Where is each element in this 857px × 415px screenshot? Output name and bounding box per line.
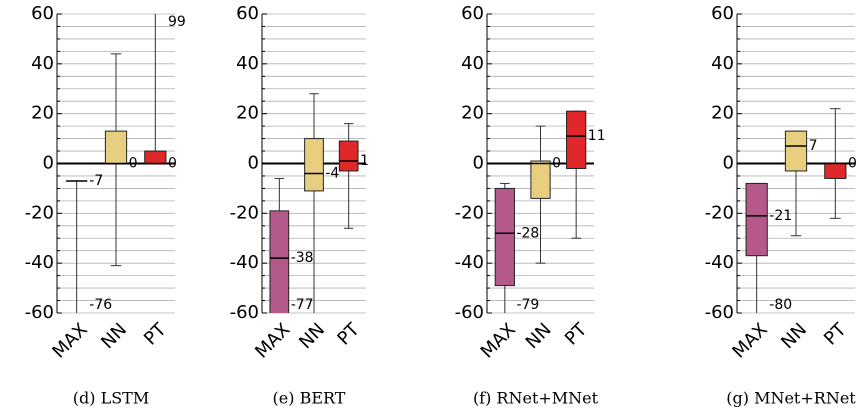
caption: (e) BERT <box>273 389 346 408</box>
value-label: -77 <box>291 297 314 313</box>
y-tick-label: 40 <box>236 53 259 74</box>
value-label: 0 <box>552 156 561 172</box>
plot-area <box>745 108 847 313</box>
panel: -60 -40 -20 0 20 40 60 -7 -76 MAX 0 NN 0 99 PT (d) LSTM <box>25 3 186 408</box>
y-tick-label: -40 <box>455 252 484 273</box>
plot-area <box>66 14 167 313</box>
y-tick-label: 40 <box>461 53 484 74</box>
x-tick-label: MAX <box>477 319 520 362</box>
y-tick-label: 20 <box>31 103 54 124</box>
x-tick-label: MAX <box>728 319 771 362</box>
y-tick-label: 60 <box>711 3 734 24</box>
value-label: -4 <box>325 165 339 181</box>
panel: -60 -40 -20 0 20 40 60 -21 -80 MAX 7 NN 0 PT (g) MNet+… <box>705 3 857 408</box>
box <box>530 160 551 199</box>
box <box>144 150 167 165</box>
box <box>338 140 359 172</box>
x-tick-label: PT <box>140 319 171 350</box>
y-tick-label: -60 <box>230 302 259 323</box>
y-tick-label: 20 <box>236 103 259 124</box>
plot-area <box>494 110 587 313</box>
value-label: 0 <box>848 156 857 172</box>
box <box>304 138 324 192</box>
x-tick-label: MAX <box>48 319 91 362</box>
y-tick-label: 20 <box>461 103 484 124</box>
x-tick-label: NN <box>97 319 131 353</box>
y-tick-label: 60 <box>236 3 259 24</box>
y-tick-label: 0 <box>43 153 54 174</box>
y-tick-label: -60 <box>25 302 54 323</box>
y-tick-label: -40 <box>230 252 259 273</box>
y-tick-label: 20 <box>711 103 734 124</box>
y-tick-label: -20 <box>705 202 734 223</box>
panel: -60 -40 -20 0 20 40 60 -28 -79 MAX 0 NN 11 PT (f) RNet… <box>455 3 606 408</box>
x-tick-label: NN <box>777 319 811 353</box>
value-label: 1 <box>360 153 369 169</box>
value-label: -80 <box>769 297 792 313</box>
box <box>494 187 515 287</box>
x-tick-label: PT <box>333 319 364 350</box>
y-tick-label: 0 <box>248 153 259 174</box>
y-tick-label: 60 <box>31 3 54 24</box>
value-label: -21 <box>769 208 792 224</box>
y-tick-label: 40 <box>31 53 54 74</box>
y-tick-label: -20 <box>230 202 259 223</box>
y-tick-label: 0 <box>473 153 484 174</box>
x-tick-label: PT <box>561 319 592 350</box>
y-tick-label: 60 <box>461 3 484 24</box>
plot-area <box>269 93 359 313</box>
caption: (d) LSTM <box>73 389 149 408</box>
caption: (f) RNet+MNet <box>473 389 599 408</box>
x-tick-label: PT <box>820 319 851 350</box>
value-label: 0 <box>168 156 177 172</box>
y-tick-label: -40 <box>705 252 734 273</box>
y-tick-label: -20 <box>25 202 54 223</box>
box <box>784 130 808 172</box>
y-tick-label: 0 <box>723 153 734 174</box>
y-tick-label: -60 <box>705 302 734 323</box>
box <box>566 110 587 169</box>
caption: (g) MNet+RNet <box>726 389 856 408</box>
value-label: -28 <box>516 225 539 241</box>
value-label: 11 <box>588 128 606 144</box>
y-tick-label: -60 <box>455 302 484 323</box>
y-tick-label: -40 <box>25 252 54 273</box>
value-label: -76 <box>89 297 112 313</box>
value-label: -7 <box>89 173 103 189</box>
box <box>745 182 768 257</box>
value-label: 99 <box>168 14 186 30</box>
value-label: 7 <box>809 138 818 154</box>
value-label: -79 <box>516 297 539 313</box>
box <box>269 210 290 313</box>
y-tick-label: -20 <box>455 202 484 223</box>
panel: -60 -40 -20 0 20 40 60 -38 -77 MAX -4 NN 1 PT (e) BERT <box>230 3 369 408</box>
value-label: -38 <box>291 250 314 266</box>
value-label: 0 <box>129 156 138 172</box>
box <box>104 130 128 165</box>
x-tick-label: NN <box>295 319 329 353</box>
y-tick-label: 40 <box>711 53 734 74</box>
x-tick-label: NN <box>522 319 556 353</box>
box <box>824 163 847 179</box>
x-tick-label: MAX <box>251 319 294 362</box>
